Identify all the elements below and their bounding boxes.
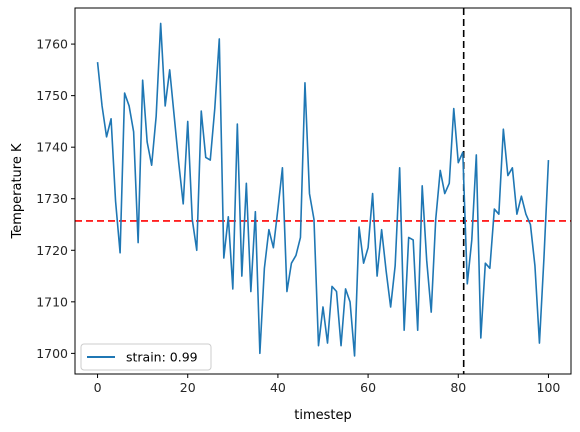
y-tick-label: 1740 (36, 140, 68, 155)
x-axis-label: timestep (294, 408, 352, 423)
y-axis-label: Temperature K (10, 143, 25, 239)
legend: strain: 0.99 (80, 343, 212, 371)
series-layer (96, 22, 550, 357)
y-tick-label: 1700 (36, 346, 68, 361)
x-tick-label: 0 (94, 380, 102, 395)
plot-area (75, 8, 571, 374)
legend-label: strain: 0.99 (126, 350, 198, 365)
x-tick-label: 20 (180, 380, 196, 395)
y-axis: 1700 1710 1720 1730 1740 1750 1760 (36, 37, 75, 361)
y-tick-label: 1750 (36, 88, 68, 103)
legend-box (80, 343, 212, 371)
x-tick-label: 40 (270, 380, 286, 395)
x-axis: 0 20 40 60 80 100 (94, 374, 561, 395)
y-tick-label: 1720 (36, 243, 68, 258)
x-tick-label: 100 (537, 380, 561, 395)
plot-frame (74, 7, 572, 375)
series-line (96, 22, 550, 357)
x-tick-label: 80 (450, 380, 466, 395)
y-tick-label: 1760 (36, 37, 68, 52)
y-tick-label: 1730 (36, 191, 68, 206)
y-tick-label: 1710 (36, 294, 68, 309)
x-tick-label: 60 (360, 380, 376, 395)
